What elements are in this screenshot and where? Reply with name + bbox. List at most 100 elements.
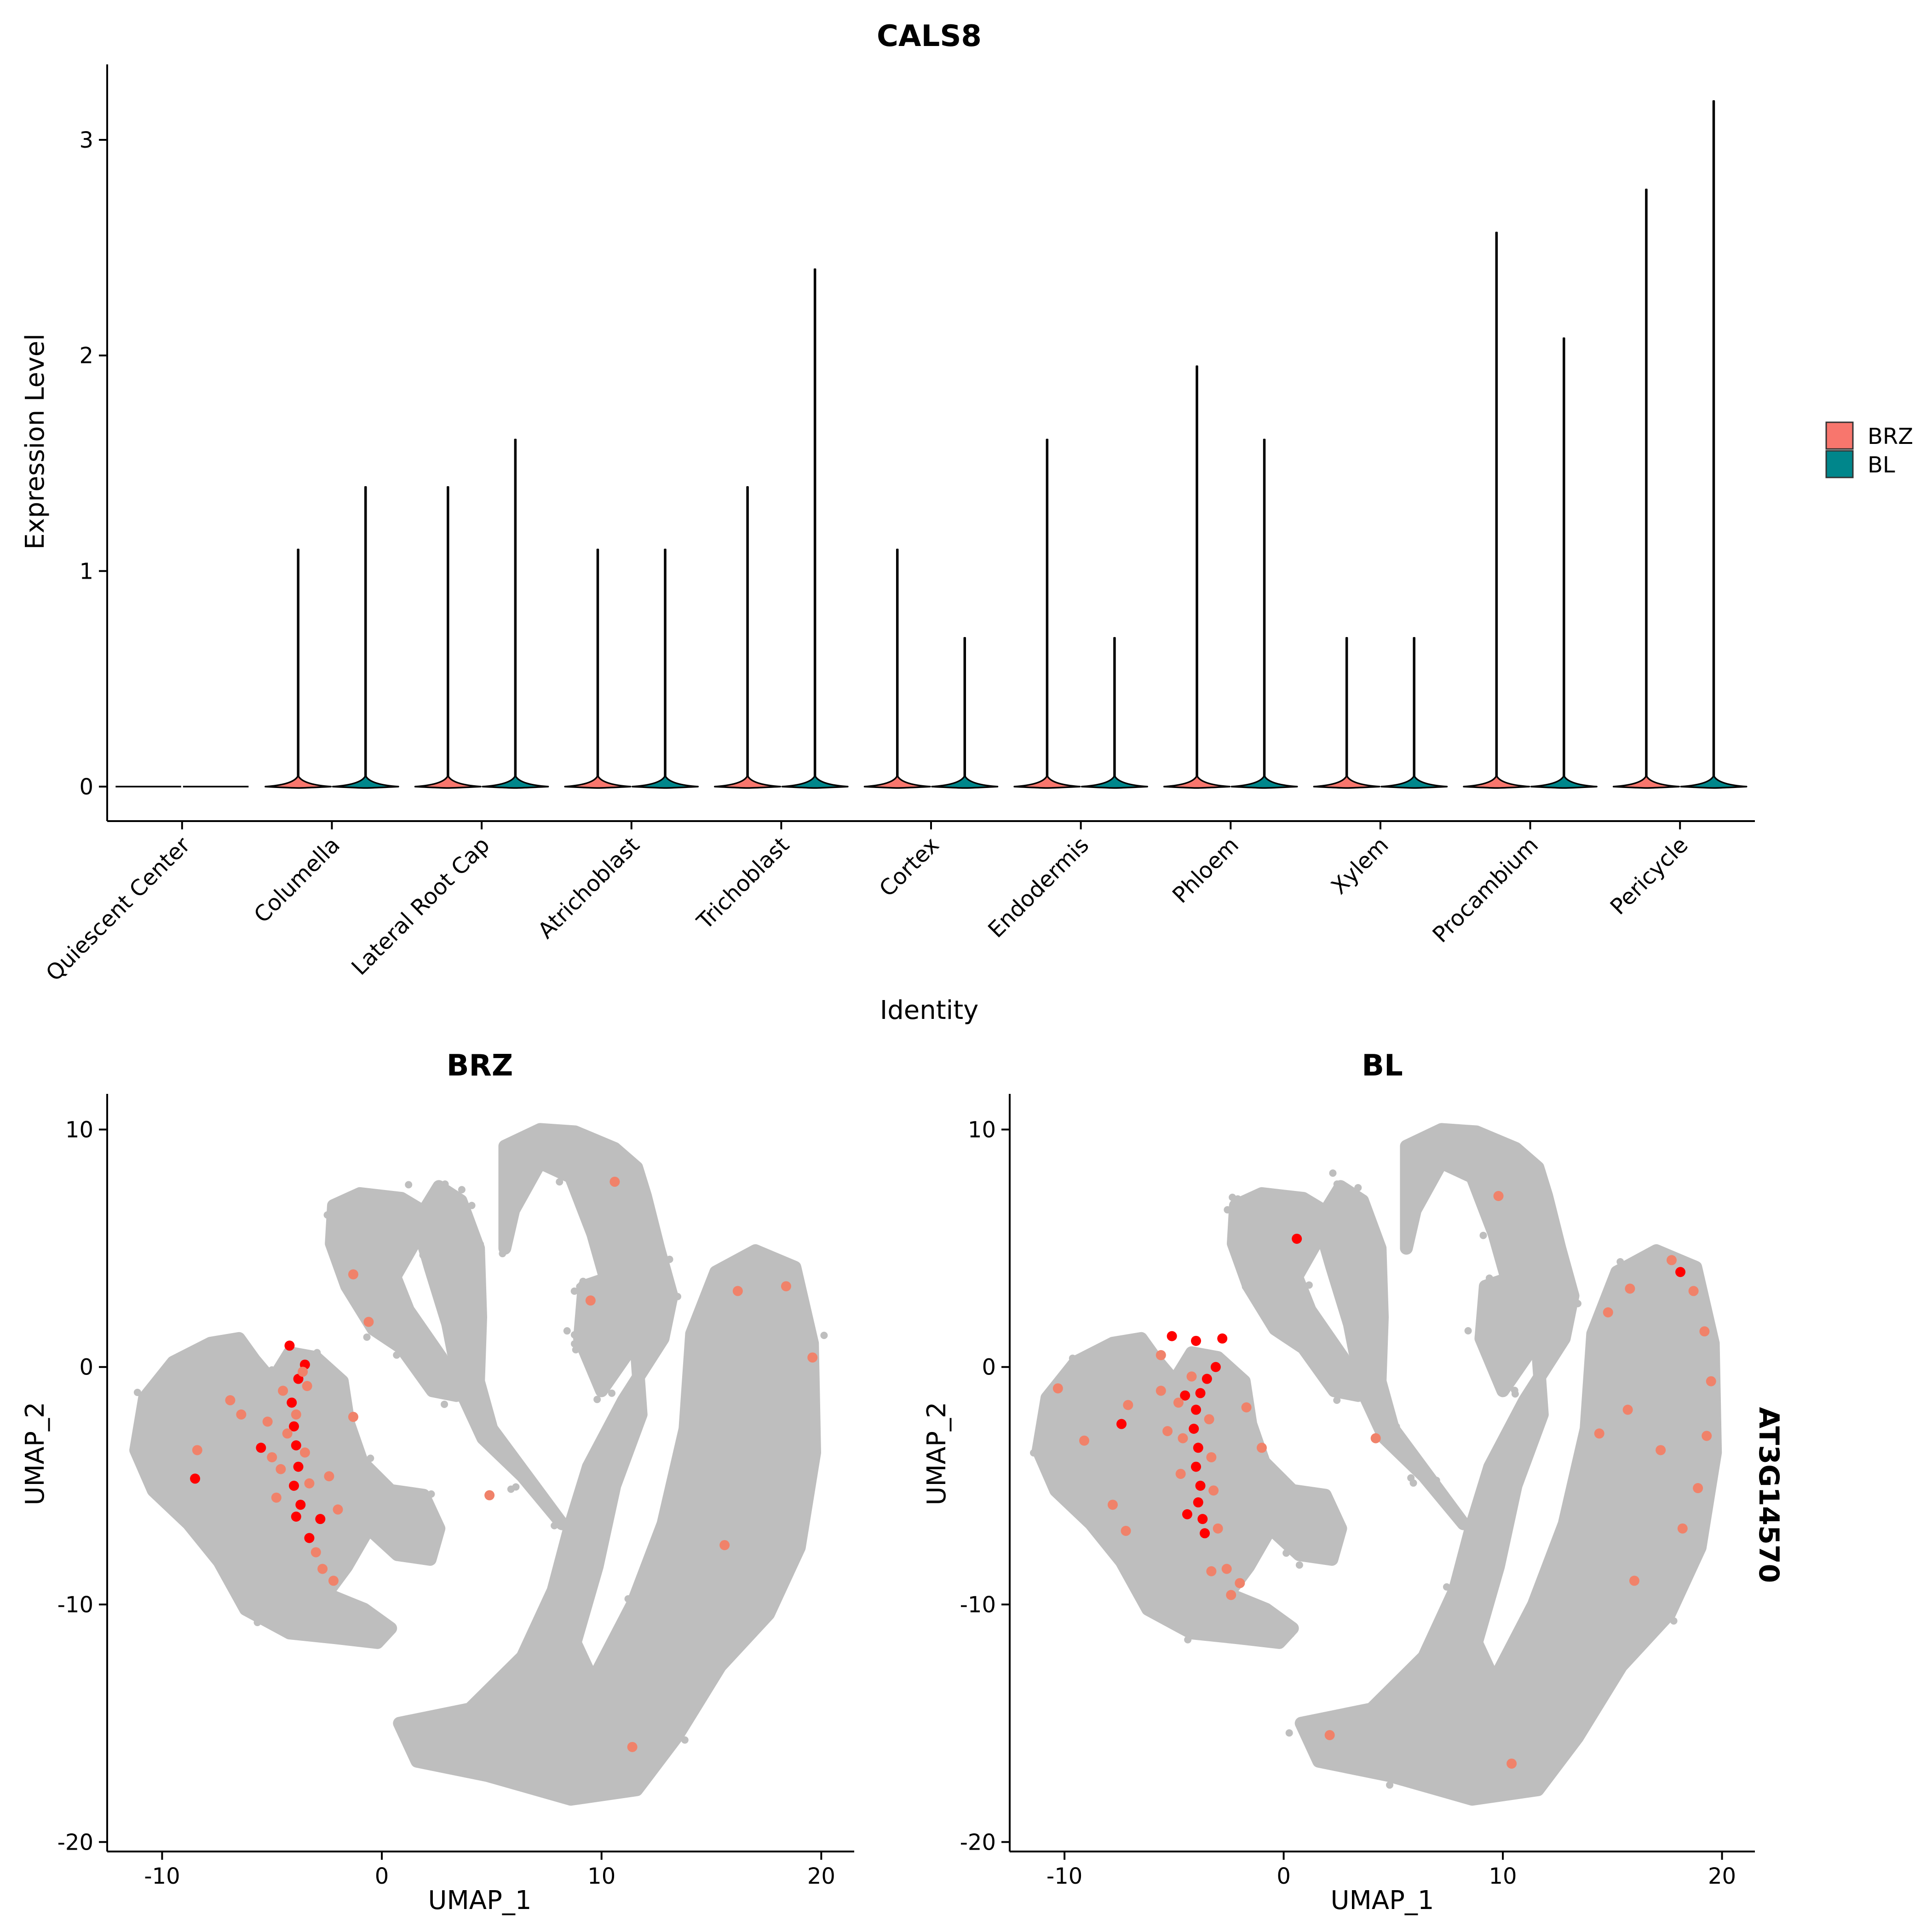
umap-brz-background-cell <box>608 1389 615 1397</box>
umap-brz-background-cell <box>381 1483 389 1490</box>
umap-bl-background-cell <box>1079 1512 1087 1520</box>
umap-brz-background-cell <box>313 1349 321 1357</box>
umap-brz-background-cell <box>133 1388 141 1396</box>
umap-bl-expressing-cell <box>1116 1419 1127 1429</box>
violin-x-tick-label: Columella <box>249 832 345 928</box>
umap-bl-background-cell <box>1483 1346 1491 1353</box>
umap-bl-cell-cluster <box>1227 1187 1365 1402</box>
umap-bl-background-cells <box>1030 1123 1722 1806</box>
umap-brz-expressing-cell <box>267 1452 277 1462</box>
umap-bl-background-cell <box>1225 1622 1233 1630</box>
umap-bl-expressing-cell <box>1123 1400 1133 1410</box>
umap-brz-background-cell <box>253 1619 261 1627</box>
violin-brz-atrichoblast <box>564 548 632 789</box>
umap-brz-cell-cluster <box>393 1123 821 1806</box>
violin-title: CALS8 <box>877 19 982 53</box>
umap-bl-background-cell <box>1168 1378 1176 1386</box>
umap-bl-background-cell <box>1277 1493 1285 1501</box>
umap-bl-expressing-cell <box>1197 1514 1208 1524</box>
umap-bl-expressing-cell <box>1191 1335 1201 1346</box>
umap-bl-background-cell <box>1150 1433 1158 1441</box>
umap-brz-background-cell <box>681 1736 689 1744</box>
umap-bl-expressing-cell <box>1180 1390 1190 1401</box>
umap-brz-expressing-cell <box>278 1386 288 1396</box>
umap-bl-expressing-cell <box>1677 1523 1688 1534</box>
umap-brz-background-cell <box>425 1503 432 1511</box>
violin-brz-procambium <box>1463 231 1530 789</box>
umap-bl-background-cell <box>1670 1617 1678 1625</box>
violin-x-tick-label: Cortex <box>874 832 944 902</box>
umap-bl-expressing-cell <box>1241 1402 1252 1413</box>
umap-brz-expressing-cell <box>310 1547 321 1558</box>
umap-brz-background-cell <box>572 1346 580 1354</box>
violin-y-tick-label: 2 <box>79 343 93 369</box>
umap-bl-background-cell <box>1485 1274 1493 1282</box>
gene-row-label: AT3G14570 <box>1753 1407 1785 1583</box>
umap-bl-expressing-cell <box>1189 1423 1199 1434</box>
umap-bl-expressing-cell <box>1370 1433 1381 1443</box>
umap-brz-background-cell <box>600 1672 608 1679</box>
umap-brz-background-cell <box>534 1127 541 1135</box>
violin-brz-phloem <box>1163 365 1231 789</box>
violin-bl-atrichoblast <box>631 548 699 789</box>
umap-brz-background-cell <box>622 1265 630 1273</box>
umap-brz-background-cell <box>452 1393 460 1401</box>
umap-bl-background-cell <box>1165 1489 1173 1497</box>
umap-bl-expressing-cell <box>1121 1525 1131 1536</box>
umap-brz-cell-cluster <box>410 1180 569 1530</box>
umap-brz-y-tick-label: 10 <box>65 1117 93 1143</box>
violin-bl-endodermis <box>1081 637 1148 789</box>
legend: BRZ BL <box>1825 421 1913 478</box>
violin-plot: 0 1 2 3 Quiescent Center Columella Lateral Roo… <box>41 64 1755 986</box>
violin-brz-xylem <box>1313 637 1380 789</box>
umap-brz-background-cell <box>563 1327 571 1335</box>
umap-brz-background-cell <box>393 1351 401 1359</box>
umap-brz-background-cell <box>323 1211 331 1219</box>
umap-brz-background-cell <box>314 1574 322 1582</box>
umap-bl-background-cell <box>1235 1413 1242 1420</box>
umap-brz-background-cell <box>468 1202 476 1209</box>
umap-brz-expressing-cell <box>276 1464 286 1474</box>
umap-bl-expressing-cell <box>1603 1307 1613 1317</box>
umap-brz-background-cell <box>405 1181 413 1189</box>
umap-bl-expressing-cell <box>1052 1383 1063 1394</box>
umap-brz-background-cell <box>626 1278 634 1286</box>
violin-y-tick-label: 3 <box>79 127 93 153</box>
umap-bl-background-cell <box>1394 1765 1402 1772</box>
umap-bl-background-cell <box>1375 1387 1383 1395</box>
umap-brz-cell-cluster <box>252 1346 446 1597</box>
umap-bl-background-cell <box>1523 1327 1531 1335</box>
umap-bl-background-cell <box>1544 1331 1552 1339</box>
umap-bl-expressing-cell <box>1213 1523 1223 1534</box>
umap-bl-y-tick-label: -10 <box>960 1592 996 1618</box>
umap-bl-expressing-cell <box>1156 1350 1166 1360</box>
umap-brz-background-cell <box>615 1265 622 1273</box>
violin-x-tick-label: Lateral Root Cap <box>346 832 494 980</box>
umap-bl-x-tick-label: 0 <box>1276 1863 1291 1889</box>
umap-brz-background-cell <box>404 1220 412 1228</box>
violin-bl-trichoblast <box>781 268 849 789</box>
violin-x-tick-label: Xylem <box>1326 832 1393 899</box>
umap-bl-expressing-cell <box>1656 1445 1666 1455</box>
umap-bl-expressing-cell <box>1206 1452 1217 1462</box>
umap-brz-expressing-cell <box>236 1409 247 1420</box>
umap-bl-y-axis-title: UMAP_2 <box>922 1402 952 1505</box>
umap-brz-x-tick-label: 10 <box>587 1863 615 1889</box>
umap-bl-expressing-cell <box>1622 1404 1633 1415</box>
umap-bl-background-cell <box>1407 1474 1415 1482</box>
umap-bl-background-cell <box>1192 1551 1200 1559</box>
umap-bl-background-cell <box>1504 1471 1512 1479</box>
umap-bl-expressing-cell <box>1625 1283 1635 1294</box>
umap-bl-background-cell <box>1284 1627 1292 1634</box>
violin-brz-columella <box>264 548 332 789</box>
umap-bl-expressing-cell <box>1629 1576 1639 1586</box>
umap-bl-background-cell <box>1243 1422 1251 1430</box>
umap-bl-background-cell <box>1581 1723 1588 1731</box>
violin-y-tick-label: 0 <box>79 774 93 800</box>
umap-brz-background-cell <box>555 1517 563 1524</box>
umap-brz-background-cell <box>634 1327 642 1335</box>
umap-brz-background-cell <box>467 1390 475 1398</box>
umap-bl-expressing-cell <box>1235 1578 1245 1588</box>
umap-brz-expressing-cell <box>363 1317 374 1327</box>
umap-brz-cell-cluster <box>325 1187 463 1402</box>
